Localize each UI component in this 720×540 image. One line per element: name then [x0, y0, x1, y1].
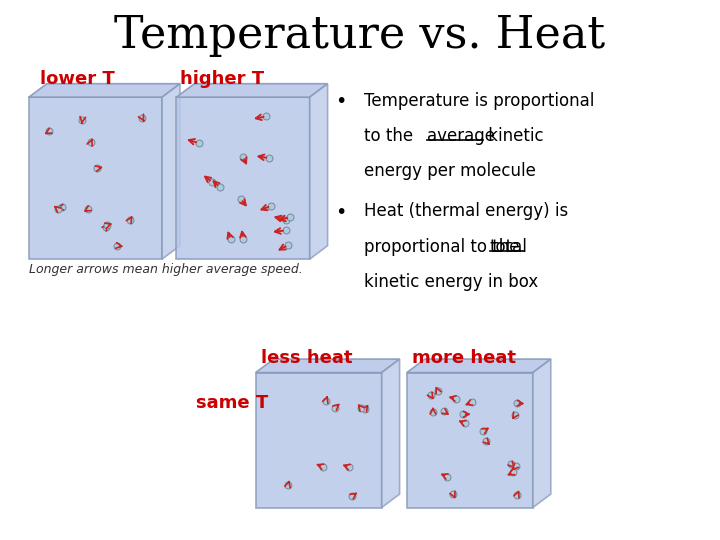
Text: Temperature vs. Heat: Temperature vs. Heat — [114, 14, 606, 57]
Text: •: • — [335, 202, 346, 221]
FancyBboxPatch shape — [407, 373, 533, 508]
Text: •: • — [335, 92, 346, 111]
Text: to the: to the — [364, 127, 423, 145]
Text: kinetic energy in box: kinetic energy in box — [364, 273, 538, 291]
Text: Temperature is proportional: Temperature is proportional — [364, 92, 594, 110]
FancyBboxPatch shape — [29, 97, 162, 259]
Text: energy per molecule: energy per molecule — [364, 162, 536, 180]
FancyBboxPatch shape — [176, 97, 310, 259]
Polygon shape — [407, 359, 551, 373]
Text: Heat (thermal energy) is: Heat (thermal energy) is — [364, 202, 568, 220]
Text: less heat: less heat — [261, 349, 352, 367]
Text: Longer arrows mean higher average speed.: Longer arrows mean higher average speed. — [29, 262, 302, 276]
Text: total: total — [490, 238, 528, 255]
FancyBboxPatch shape — [256, 373, 382, 508]
Polygon shape — [162, 84, 180, 259]
Text: more heat: more heat — [412, 349, 516, 367]
Text: higher T: higher T — [180, 70, 264, 87]
Text: kinetic: kinetic — [483, 127, 544, 145]
Polygon shape — [256, 359, 400, 373]
Text: same T: same T — [196, 394, 268, 411]
Polygon shape — [176, 84, 328, 97]
Polygon shape — [29, 84, 180, 97]
Polygon shape — [533, 359, 551, 508]
Text: lower T: lower T — [40, 70, 114, 87]
Text: average: average — [427, 127, 495, 145]
Polygon shape — [382, 359, 400, 508]
Text: proportional to the: proportional to the — [364, 238, 524, 255]
Polygon shape — [310, 84, 328, 259]
